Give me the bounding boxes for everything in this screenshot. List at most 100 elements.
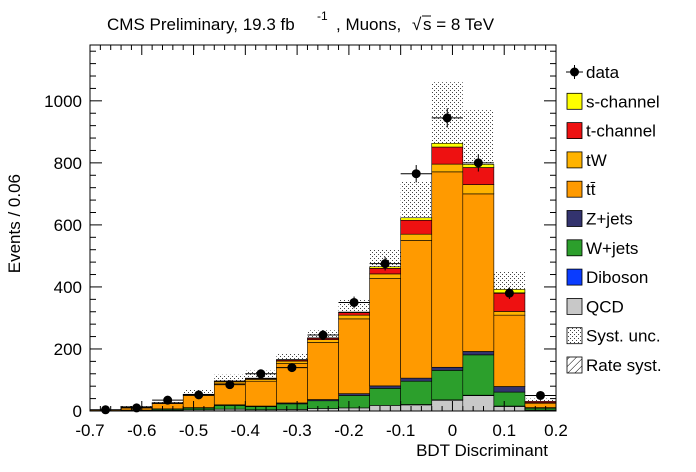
data-marker (287, 363, 297, 373)
y-tick-label: 400 (54, 278, 82, 297)
x-tick-label: -0.4 (231, 421, 260, 440)
histogram-bar (400, 240, 433, 379)
legend-swatch (566, 297, 583, 315)
legend-entry: s-channel (566, 92, 660, 111)
data-point (338, 296, 370, 309)
histogram-bar (338, 314, 370, 320)
histogram-bar (431, 143, 464, 148)
data-point (524, 390, 556, 400)
legend-entry: Syst. unc. (566, 327, 661, 346)
histogram-bar (431, 370, 464, 401)
plot-area (89, 82, 557, 415)
legend-label: tW (586, 151, 607, 170)
y-tick-label: 1000 (44, 92, 82, 111)
histogram-bar (493, 386, 526, 393)
data-point (214, 380, 246, 390)
legend: data s-channel t-channel tW tt̄ Z+jets W+jets D… (566, 63, 662, 375)
legend-swatch (566, 356, 583, 374)
x-tick-label: 0.1 (492, 421, 516, 440)
histogram-bar (400, 233, 433, 241)
legend-entry: Rate syst. (566, 356, 662, 375)
chart-title: CMS Preliminary, 19.3 fb -1 , Muons, √ s… (107, 9, 495, 34)
legend-swatch (566, 327, 583, 345)
histogram-bar (276, 359, 308, 361)
legend-label: t-channel (586, 122, 656, 141)
legend-label: QCD (586, 297, 624, 316)
title-energy: s = 8 TeV (423, 15, 495, 34)
data-marker (504, 288, 514, 298)
histogram-bar (245, 406, 277, 411)
legend-entry: tW (566, 151, 607, 170)
x-tick-label: -0.7 (75, 421, 104, 440)
legend-swatch (566, 210, 583, 227)
histogram-bar (493, 314, 526, 387)
legend-swatch (566, 122, 583, 139)
data-marker (163, 395, 173, 405)
x-tick-label: -0.5 (179, 421, 208, 440)
histogram-bar (493, 311, 526, 316)
histogram-bar (431, 399, 464, 412)
histogram-bar (524, 402, 557, 408)
data-point (431, 108, 463, 128)
x-axis-label: BDT Discriminant (416, 441, 548, 460)
histogram-bar (307, 339, 339, 343)
legend-label: tt̄ (586, 180, 596, 199)
x-tick-label: -0.2 (334, 421, 363, 440)
legend-swatch (566, 268, 583, 286)
histogram-bar (462, 395, 495, 412)
x-tick-label: -0.1 (386, 421, 415, 440)
histogram-bar (213, 405, 246, 410)
data-marker (349, 297, 359, 307)
x-tick-label: 0.2 (544, 421, 568, 440)
axes: -0.7 -0.6 -0.5 -0.4 -0.3 -0.2 -0.1 0 0.1 0.2 0 200 4… (44, 45, 568, 440)
histogram-bar (431, 146, 464, 165)
data-marker (535, 390, 545, 400)
legend-label: Z+jets (586, 210, 633, 229)
data-marker (256, 369, 266, 379)
legend-label: Rate syst. (586, 356, 662, 375)
data-marker (411, 169, 421, 179)
legend-label: W+jets (586, 239, 638, 258)
y-tick-label: 0 (73, 402, 82, 421)
legend-swatch (566, 239, 583, 257)
data-marker (380, 259, 390, 269)
title-main: CMS Preliminary, 19.3 fb (107, 15, 295, 34)
data-marker (194, 390, 204, 400)
histogram-bar (400, 377, 433, 382)
data-marker (225, 380, 235, 390)
histogram-bar (276, 403, 308, 410)
data-point (400, 165, 432, 183)
histogram-bar (369, 385, 401, 389)
legend-label: s-channel (586, 92, 660, 111)
legend-swatch (566, 180, 583, 198)
histogram-bar (431, 163, 464, 173)
y-axis-label: Events / 0.06 (5, 174, 24, 273)
histogram-bar (400, 217, 433, 221)
data-point (462, 154, 494, 172)
histogram-bar (493, 391, 526, 407)
histogram-bar (462, 184, 495, 195)
data-marker (101, 405, 111, 415)
legend-entry: Z+jets (566, 210, 633, 229)
histogram-bar (493, 406, 526, 412)
title-lumi-exponent: -1 (317, 9, 328, 23)
legend-entry: tt̄ (566, 180, 596, 199)
legend-entry: W+jets (566, 239, 638, 258)
data-marker (473, 158, 483, 168)
data-point (121, 403, 153, 413)
legend-swatch (566, 151, 583, 169)
histogram-bar (462, 354, 495, 396)
data-point (90, 405, 122, 415)
histogram-bar (338, 311, 370, 313)
histogram-bar (400, 219, 433, 235)
histogram-bar (245, 380, 277, 407)
legend-entry: t-channel (566, 122, 656, 141)
y-tick-label: 200 (54, 340, 82, 359)
histogram-bar (338, 395, 370, 409)
data-point (183, 390, 215, 400)
legend-data-marker (570, 67, 579, 77)
legend-entry: QCD (566, 297, 624, 316)
data-point (276, 363, 308, 373)
histogram-bar (369, 388, 401, 406)
data-marker (132, 403, 142, 413)
